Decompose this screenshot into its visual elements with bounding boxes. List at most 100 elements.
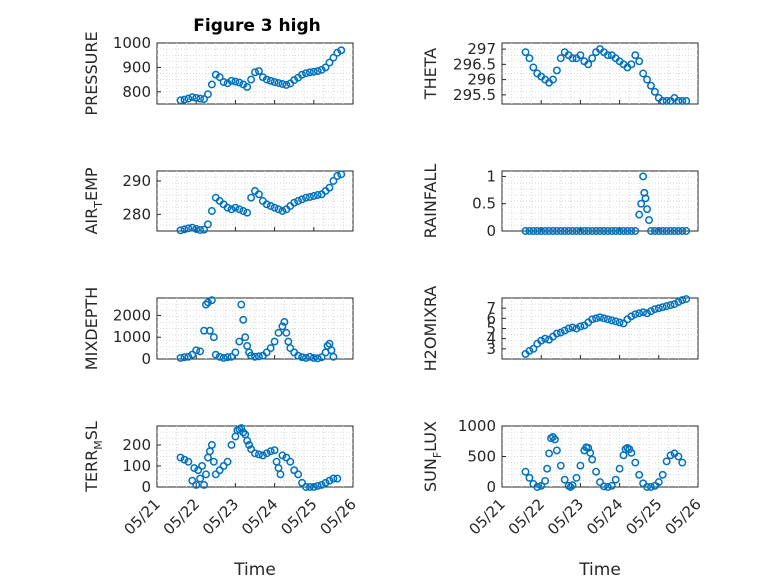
data-point xyxy=(204,298,212,307)
data-point xyxy=(282,328,291,337)
data-point xyxy=(666,301,675,310)
data-point xyxy=(650,305,659,314)
data-point xyxy=(529,344,538,353)
data-point xyxy=(282,81,291,89)
ylabel-2: AIRTEMP xyxy=(82,167,105,234)
data-point xyxy=(251,352,259,361)
data-point xyxy=(615,318,624,327)
data-point xyxy=(637,199,646,208)
data-point xyxy=(302,353,310,362)
data-point xyxy=(568,323,577,332)
data-point xyxy=(262,449,271,458)
data-point xyxy=(662,457,671,466)
data-point xyxy=(666,227,675,235)
xtick-label: 05/25 xyxy=(277,495,320,538)
data-point xyxy=(205,326,214,335)
data-point xyxy=(329,474,338,483)
ytick-label: 900 xyxy=(122,58,151,76)
data-point xyxy=(603,51,612,60)
data-point xyxy=(286,457,295,466)
data-point xyxy=(603,483,612,491)
data-point xyxy=(204,220,212,229)
ytick-label: 290 xyxy=(122,172,151,190)
data-point xyxy=(192,225,201,233)
data-point xyxy=(576,461,585,470)
data-point xyxy=(596,227,604,235)
data-point xyxy=(682,295,691,303)
data-point xyxy=(262,348,271,357)
ylabel-0: PRESSURE xyxy=(82,31,101,115)
data-point xyxy=(298,195,306,204)
data-point xyxy=(237,300,246,309)
data-point xyxy=(294,470,303,479)
xtick-label: 05/24 xyxy=(583,495,626,538)
data-point xyxy=(619,227,628,235)
data-point xyxy=(645,216,653,225)
data-point xyxy=(196,94,205,103)
data-point xyxy=(243,82,252,91)
data-point xyxy=(337,46,346,55)
data-point xyxy=(623,227,632,235)
ytick-label: 1000 xyxy=(458,417,496,435)
ytick-label: 6 xyxy=(486,309,496,327)
data-point xyxy=(596,478,604,487)
ytick-label: 7 xyxy=(486,299,496,317)
data-point xyxy=(325,183,334,192)
data-point xyxy=(329,177,338,185)
data-point xyxy=(294,351,303,360)
data-point xyxy=(176,353,185,362)
data-point xyxy=(533,483,542,491)
data-point xyxy=(188,93,197,102)
data-point xyxy=(670,227,679,235)
data-point xyxy=(323,341,332,350)
data-point xyxy=(266,447,275,456)
data-point xyxy=(556,227,565,235)
data-point xyxy=(576,227,585,235)
data-point xyxy=(552,446,561,455)
data-point xyxy=(245,440,254,449)
data-point xyxy=(262,200,271,209)
data-point xyxy=(658,303,667,312)
data-point xyxy=(211,350,220,359)
data-point xyxy=(674,298,683,307)
data-point xyxy=(270,446,279,455)
data-point xyxy=(251,68,259,77)
data-point xyxy=(290,466,299,475)
data-point xyxy=(635,210,644,219)
data-point xyxy=(541,476,550,485)
data-point xyxy=(576,322,585,331)
xtick-label: 05/26 xyxy=(662,495,705,538)
data-point xyxy=(198,462,207,470)
data-point xyxy=(302,69,310,78)
data-point xyxy=(545,227,553,235)
data-point xyxy=(635,309,644,318)
data-point xyxy=(658,227,667,235)
subplot-3: 0 0.5 1 RAINFALL xyxy=(421,164,699,240)
data-point xyxy=(586,448,595,457)
data-point xyxy=(525,473,534,482)
data-point xyxy=(317,480,326,489)
data-point xyxy=(521,227,530,235)
data-point xyxy=(192,93,201,102)
data-point xyxy=(678,97,687,105)
data-point xyxy=(278,80,287,88)
data-point xyxy=(537,336,546,345)
data-point xyxy=(309,67,318,76)
data-point xyxy=(607,227,616,235)
data-point xyxy=(650,87,659,96)
data-point xyxy=(184,352,193,361)
data-point xyxy=(184,224,193,233)
data-point xyxy=(654,227,663,235)
data-point xyxy=(188,223,197,232)
ylabel-6: TERRMSL xyxy=(82,421,105,493)
data-point xyxy=(321,63,330,72)
data-point xyxy=(592,227,601,235)
data-point xyxy=(227,205,236,214)
data-point xyxy=(302,193,310,202)
data-point xyxy=(639,308,648,317)
data-point xyxy=(580,227,589,235)
data-point xyxy=(188,476,197,485)
ytick-label: 1 xyxy=(486,167,496,185)
data-point xyxy=(290,198,299,207)
data-point xyxy=(588,227,597,235)
